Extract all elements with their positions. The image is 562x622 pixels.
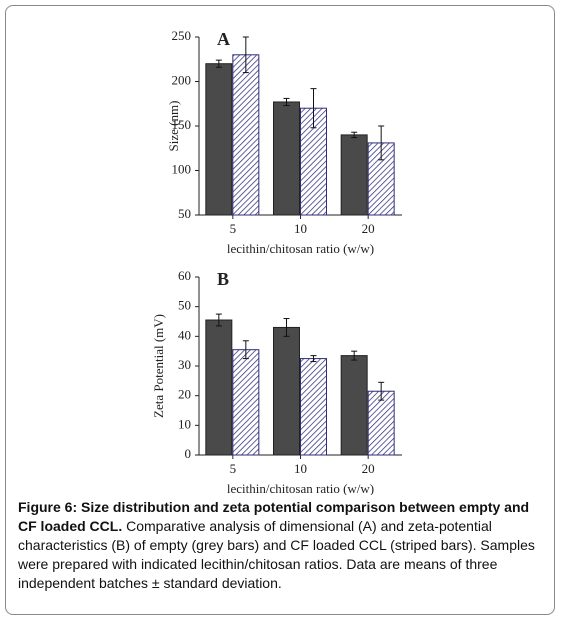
y-axis-label: Zeta Potential (mV) <box>151 314 166 418</box>
y-tick-label: 60 <box>178 268 191 283</box>
bar <box>232 54 260 216</box>
y-tick-label: 40 <box>178 327 191 342</box>
y-tick-label: 20 <box>178 387 191 402</box>
caption: Figure 6: Size distribution and zeta pot… <box>18 498 548 593</box>
x-tick-label: 10 <box>294 461 307 476</box>
figure-frame <box>5 5 555 615</box>
y-tick-label: 150 <box>172 117 192 132</box>
y-tick-label: 50 <box>178 298 191 313</box>
y-tick-label: 50 <box>178 206 191 221</box>
bar <box>273 101 300 216</box>
x-tick-label: 20 <box>362 221 375 236</box>
panel-label: A <box>217 29 230 49</box>
bar <box>273 326 300 456</box>
x-tick-label: 10 <box>294 221 307 236</box>
x-tick-label: 5 <box>230 461 237 476</box>
y-tick-label: 10 <box>178 416 191 431</box>
bar <box>340 134 368 216</box>
y-tick-label: 250 <box>172 28 192 43</box>
panel-label: B <box>217 269 229 289</box>
x-tick-label: 20 <box>362 461 375 476</box>
y-tick-label: 200 <box>172 72 192 87</box>
y-tick-label: 30 <box>178 357 191 372</box>
bar <box>205 63 233 216</box>
bar <box>205 319 233 456</box>
x-axis-label: lecithin/chitosan ratio (w/w) <box>227 241 374 256</box>
bar <box>300 358 327 456</box>
x-axis-label: lecithin/chitosan ratio (w/w) <box>227 481 374 495</box>
caption-title: Figure 6: Size distribution and zeta pot… <box>18 499 530 534</box>
y-axis-label: Size (nm) <box>166 101 181 152</box>
y-tick-label: 0 <box>185 446 192 461</box>
bar <box>232 349 260 456</box>
caption-text: Comparative analysis of dimensional (A) … <box>18 518 535 591</box>
bar <box>367 390 395 456</box>
y-tick-label: 100 <box>172 161 192 176</box>
bar <box>340 355 368 456</box>
x-tick-label: 5 <box>230 221 237 236</box>
